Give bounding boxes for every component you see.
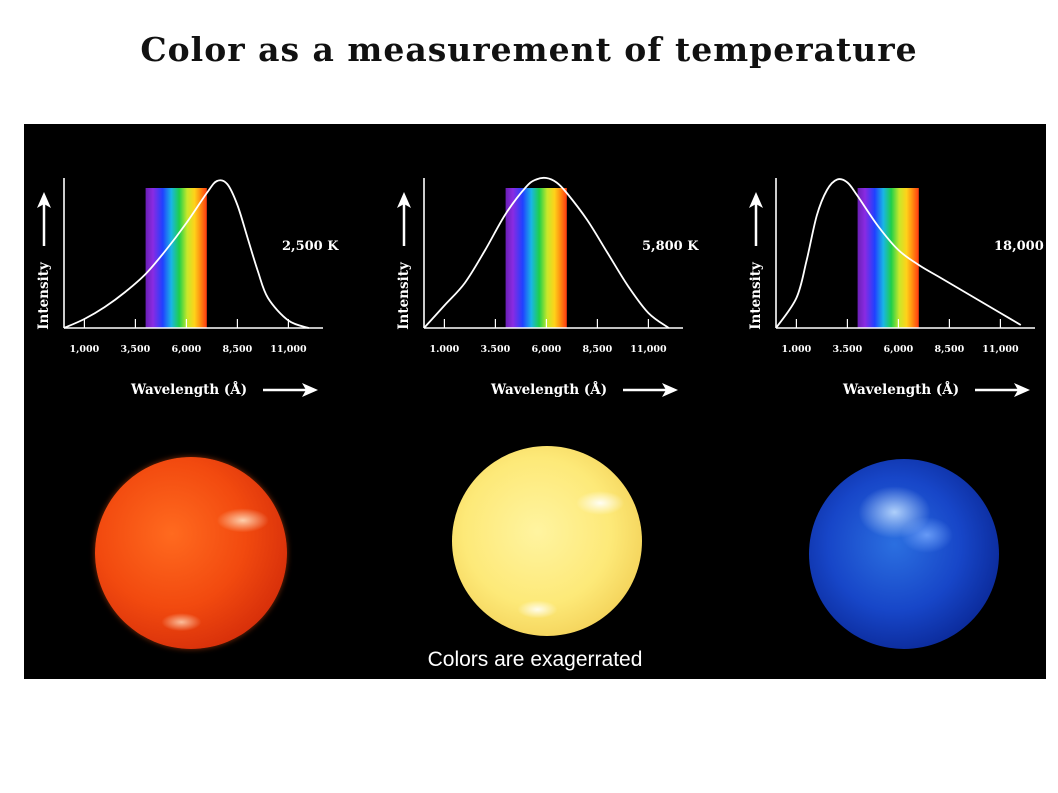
x-tick-label: 3.500 [481, 344, 511, 355]
x-tick-label: 1,000 [70, 344, 100, 355]
y-axis-arrow-head [37, 192, 51, 208]
y-axis-label: Intensity [748, 261, 764, 330]
spectrum-chart: 1,000 3,500 6,000 8,500 11,000 2,500 K Intensi… [36, 178, 339, 398]
intensity-curve [775, 178, 1022, 329]
x-tick-label: 6,000 [532, 344, 562, 355]
x-tick-label: 11,000 [982, 344, 1019, 355]
y-axis-label: Intensity [36, 261, 52, 330]
x-axis-label: Wavelength (Å) [130, 382, 247, 398]
temperature-label: 2,500 K [282, 239, 339, 254]
x-tick-label: 1.000 [782, 344, 812, 355]
x-tick-label: 6,000 [884, 344, 914, 355]
x-axis-arrow-head [1014, 383, 1030, 397]
x-axis-label: Wavelength (Å) [490, 382, 607, 398]
spectrum-chart: 1.000 3.500 6,000 8,500 11,000 5,800 K Intensi… [396, 176, 699, 398]
x-tick-label: 3.500 [833, 344, 863, 355]
x-axis-arrow-head [302, 383, 318, 397]
yellow-star-image [452, 446, 642, 636]
x-tick-label: 8,500 [935, 344, 965, 355]
x-axis-label: Wavelength (Å) [842, 382, 959, 398]
x-tick-label: 3,500 [121, 344, 151, 355]
spectrum-panel-sun: 1.000 3.500 6,000 8,500 11,000 5,800 K Intensi… [392, 124, 732, 424]
x-tick-label: 8,500 [583, 344, 613, 355]
blue-star-image [809, 459, 999, 649]
spectrum-panel-cool: 1,000 3,500 6,000 8,500 11,000 2,500 K Intensi… [32, 124, 372, 424]
y-axis-arrow-head [397, 192, 411, 208]
intensity-curve [63, 179, 310, 329]
x-tick-label: 11,000 [630, 344, 667, 355]
spectrum-panel-hot: 1.000 3.500 6,000 8,500 11,000 18,000 K Intens… [744, 124, 1046, 424]
spectrum-chart: 1.000 3.500 6,000 8,500 11,000 18,000 K Intens… [748, 178, 1046, 398]
red-star-image [95, 457, 287, 649]
y-axis-label: Intensity [396, 261, 412, 330]
temperature-figure: 1,000 3,500 6,000 8,500 11,000 2,500 K Intensi… [24, 124, 1046, 679]
temperature-label: 5,800 K [642, 239, 699, 254]
colors-caption: Colors are exagerrated [427, 648, 643, 671]
x-tick-label: 6,000 [172, 344, 202, 355]
temperature-label: 18,000 K [994, 239, 1046, 254]
y-axis-arrow-head [749, 192, 763, 208]
intensity-curve [423, 176, 670, 329]
x-axis-arrow-head [662, 383, 678, 397]
x-tick-label: 11,000 [270, 344, 307, 355]
visible-spectrum-band [505, 188, 567, 328]
slide-title: Color as a measurement of temperature [140, 30, 918, 69]
visible-spectrum-band [145, 188, 207, 328]
x-tick-label: 1.000 [430, 344, 460, 355]
x-tick-label: 8,500 [223, 344, 253, 355]
